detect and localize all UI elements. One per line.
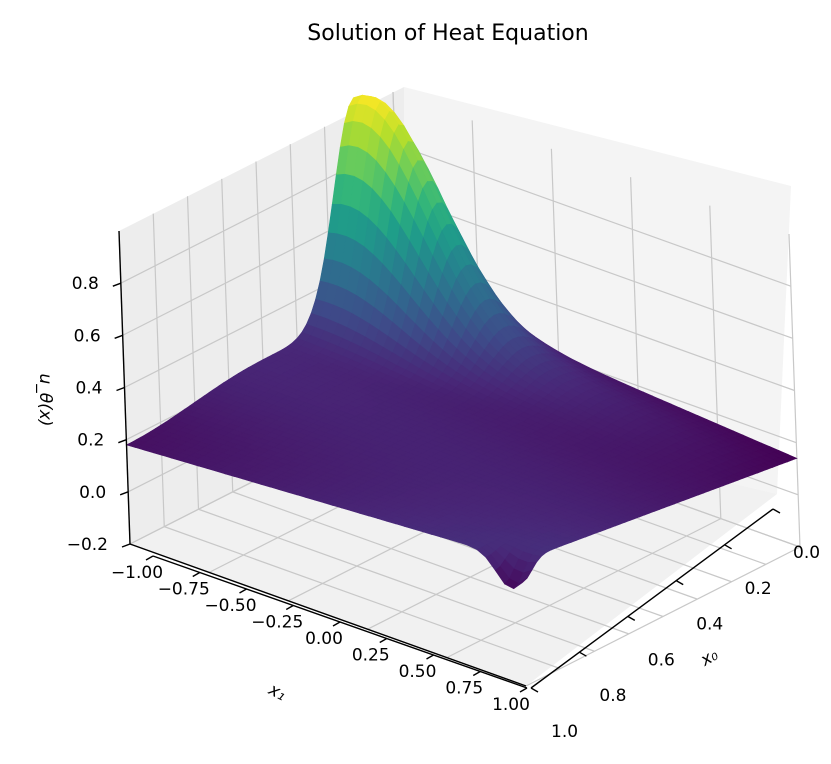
x1-tick-mark: [239, 588, 247, 594]
x1-tick-mark: [426, 654, 434, 660]
x1-tick-mark: [192, 571, 201, 578]
x1-tick-label: 1.00: [492, 695, 530, 715]
x1-axis-label: x₁: [264, 679, 289, 705]
x1-tick-label: 0.50: [399, 662, 437, 682]
z-tick-mark: [116, 386, 125, 392]
x0-tick-label: 0.0: [793, 543, 820, 563]
z-tick-mark: [119, 491, 129, 496]
x0-front-axis-line: [530, 508, 774, 689]
surface-plot: [125, 94, 798, 590]
x0-tick-mark: [772, 508, 781, 514]
z-tick-mark: [118, 439, 127, 444]
x0-tick-label: 0.2: [745, 579, 772, 599]
x0-axis-ticks: 0.0 0.2 0.4 0.6 0.8 1.0: [530, 508, 820, 742]
surface-patch: [513, 577, 528, 590]
x1-tick-label: −0.25: [251, 613, 303, 633]
x0-tick-label: 1.0: [551, 722, 578, 742]
x1-tick-label: −0.75: [158, 580, 210, 600]
grid-line-floor-x1: [164, 526, 561, 670]
z-tick-label: 0.8: [72, 274, 99, 294]
x0-tick-label: 0.6: [648, 650, 675, 670]
z-tick-label: 0.0: [79, 483, 106, 503]
z-tick-label: 0.2: [77, 431, 104, 451]
z-tick-label: −0.2: [67, 535, 108, 555]
z-tick-mark: [112, 282, 122, 287]
z-tick-mark: [114, 334, 123, 339]
z-tick-mark: [121, 543, 131, 548]
x1-tick-label: −1.00: [111, 563, 163, 583]
z-tick-label: 0.6: [74, 326, 101, 346]
x0-tick-mark: [530, 687, 539, 693]
grid-line-right-z: [394, 143, 792, 287]
x1-tick-label: 0.00: [305, 629, 343, 649]
grid-line-floor-x1: [232, 491, 629, 635]
x0-tick-label: 0.8: [599, 686, 626, 706]
z-axis-label: u_θ(x): [35, 373, 55, 426]
x0-tick-mark: [579, 651, 587, 657]
x0-tick-mark: [627, 615, 636, 622]
x1-tick-label: 0.75: [445, 679, 483, 699]
x1-tick-mark: [519, 687, 528, 693]
x1-axis-ticks: −1.00−0.75−0.50−0.250.00 0.25 0.50 0.75 1.00: [111, 555, 530, 715]
z-axis-ticks: −0.2 0.0 0.2 0.4 0.6 0.8: [67, 274, 131, 555]
x0-axis-line: [129, 543, 527, 687]
chart-title: Solution of Heat Equation: [307, 21, 588, 46]
x1-tick-label: 0.25: [352, 646, 390, 666]
z-tick-label: 0.4: [75, 379, 102, 399]
grid-line-right-z: [396, 195, 793, 339]
x0-tick-label: 0.4: [696, 615, 723, 635]
x1-tick-mark: [332, 621, 341, 627]
x1-tick-mark: [379, 637, 388, 644]
x1-tick-mark: [472, 670, 481, 677]
x0-tick-mark: [675, 579, 684, 586]
x0-tick-mark: [724, 544, 732, 550]
x1-tick-mark: [285, 604, 294, 611]
x1-tick-label: −0.50: [204, 596, 256, 616]
x1-tick-mark: [145, 555, 154, 561]
x0-axis-label: x₀: [696, 645, 722, 671]
grid-line-floor-x1: [198, 508, 595, 652]
